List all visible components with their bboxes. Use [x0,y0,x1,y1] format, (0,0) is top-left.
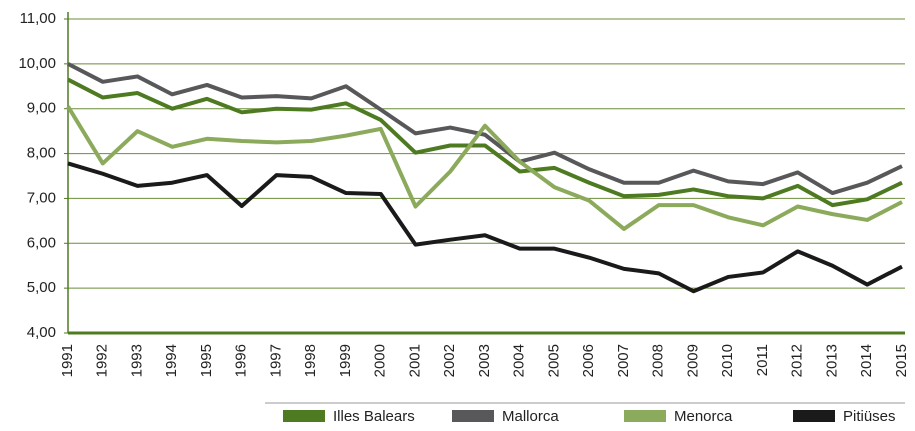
x-tick-label: 2005 [545,344,562,377]
x-tick-label: 2011 [754,344,771,376]
legend-swatch [283,410,325,422]
legend-label: Pitiüses [843,408,896,425]
y-tick-label: 5,00 [27,279,56,296]
x-tick-label: 1992 [94,344,111,377]
legend-label: Mallorca [502,408,559,425]
x-tick-label: 2003 [476,344,493,377]
legend-swatch [793,410,835,422]
x-tick-label: 2015 [893,344,910,377]
x-tick-label: 2002 [441,344,458,377]
series-line [67,77,903,208]
x-tick-label: 1993 [128,344,145,377]
y-tick-label: 7,00 [27,189,56,206]
y-tick-label: 4,00 [27,324,56,341]
y-tick-label: 11,00 [20,10,56,27]
legend-label: Menorca [674,408,733,425]
series-line [66,105,903,231]
x-tick-label: 2000 [372,344,389,377]
x-tick-label: 2012 [789,344,806,377]
legend-swatch [452,410,494,422]
x-tick-label: 2010 [719,344,736,377]
y-tick-label: 9,00 [27,100,56,117]
x-tick-label: 2004 [511,344,528,377]
series-line [67,161,903,294]
x-tick-label: 2013 [823,344,840,377]
x-tick-label: 2007 [615,344,632,377]
y-tick-label: 8,00 [27,145,56,162]
x-tick-label: 1991 [59,344,76,377]
x-tick-label: 2006 [580,344,597,377]
legend-swatch [624,410,666,422]
x-tick-label: 1999 [337,344,354,377]
x-tick-label: 1994 [163,344,180,377]
x-tick-label: 2001 [406,344,423,377]
x-tick-label: 2014 [858,344,875,377]
y-tick-label: 6,00 [27,234,56,251]
x-tick-label: 1998 [302,344,319,377]
x-tick-label: 2008 [650,344,667,377]
series-line [67,62,903,196]
x-tick-label: 1997 [267,344,284,377]
x-tick-label: 1996 [233,344,250,377]
y-tick-label: 10,00 [18,55,56,72]
x-tick-label: 2009 [684,344,701,377]
x-tick-label: 1995 [198,344,215,377]
legend-label: Illes Balears [333,408,415,425]
